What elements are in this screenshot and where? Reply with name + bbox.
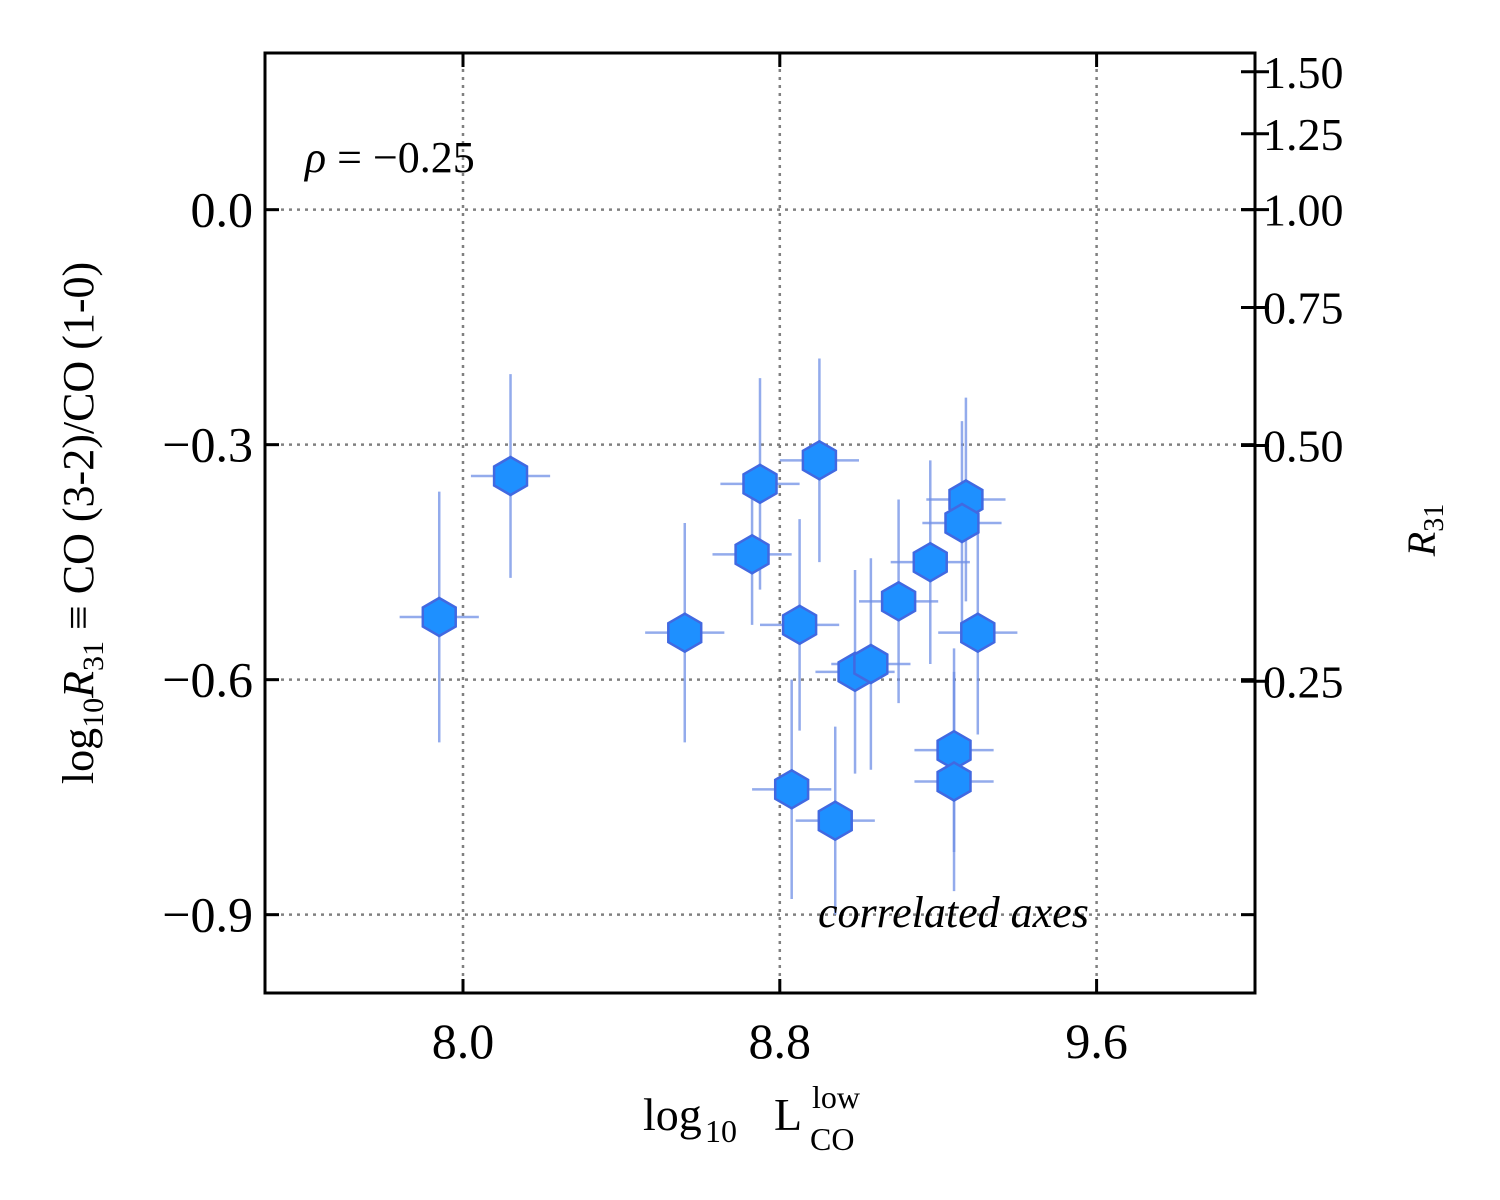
y-label: log10R31 ≡ CO (3-2)/CO (1-0) bbox=[54, 262, 110, 784]
y-tick-label: −0.6 bbox=[162, 652, 253, 708]
point bbox=[960, 612, 996, 654]
y-label-rest: ≡ CO (3-2)/CO (1-0) bbox=[54, 262, 103, 641]
y-label-main: log bbox=[54, 728, 103, 784]
annotation: correlated axes bbox=[818, 888, 1089, 937]
x-label-var: L bbox=[774, 1089, 802, 1140]
y2-label-var: R bbox=[1399, 532, 1444, 557]
y2-tick-label: 0.25 bbox=[1263, 656, 1344, 707]
x-label-sup: low bbox=[812, 1079, 860, 1115]
point bbox=[773, 768, 810, 810]
y-label-var: R bbox=[54, 671, 103, 699]
plot-layer: 8.0 8.8 9.6 −0.9 −0.6 −0.3 0.0 0.25 0.50 0.75 1.00… bbox=[162, 47, 1343, 1069]
x-label: log bbox=[643, 1089, 702, 1140]
annotation: ρ = −0.25 bbox=[303, 133, 475, 182]
point bbox=[853, 643, 889, 685]
annotation-symbol: ρ bbox=[303, 133, 326, 182]
point bbox=[880, 580, 917, 622]
y2-tick-label: 1.50 bbox=[1263, 47, 1344, 98]
x-tick-label: 8.8 bbox=[749, 1013, 812, 1069]
point bbox=[742, 463, 778, 505]
y-label-sub: 10 bbox=[77, 698, 110, 728]
point bbox=[912, 541, 948, 583]
point bbox=[781, 604, 818, 646]
point bbox=[944, 502, 980, 544]
y-label-varsub: 31 bbox=[77, 641, 110, 671]
point bbox=[492, 455, 529, 497]
point bbox=[734, 533, 770, 575]
y2-label-sub: 31 bbox=[1419, 504, 1450, 532]
point bbox=[936, 761, 972, 802]
y-tick-label: −0.3 bbox=[162, 417, 253, 473]
annotation-text: = −0.25 bbox=[326, 133, 475, 182]
x-label-sub: 10 bbox=[705, 1113, 737, 1149]
point bbox=[667, 612, 703, 654]
point bbox=[801, 439, 838, 481]
y-tick-label: 0.0 bbox=[191, 182, 254, 238]
y-tick-label: −0.9 bbox=[162, 887, 253, 943]
point bbox=[817, 800, 853, 842]
x-tick-label: 9.6 bbox=[1065, 1013, 1128, 1069]
y2-tick-label: 1.25 bbox=[1263, 109, 1344, 160]
y2-tick-label: 1.00 bbox=[1263, 185, 1344, 236]
point bbox=[421, 596, 457, 638]
y2-label: R31 bbox=[1399, 504, 1450, 557]
plot-frame bbox=[263, 51, 1257, 995]
y2-tick-label: 0.75 bbox=[1263, 283, 1344, 334]
y2-tick-label: 0.50 bbox=[1263, 420, 1344, 471]
x-tick-label: 8.0 bbox=[432, 1013, 495, 1069]
x-label-varsub: CO bbox=[810, 1121, 854, 1157]
